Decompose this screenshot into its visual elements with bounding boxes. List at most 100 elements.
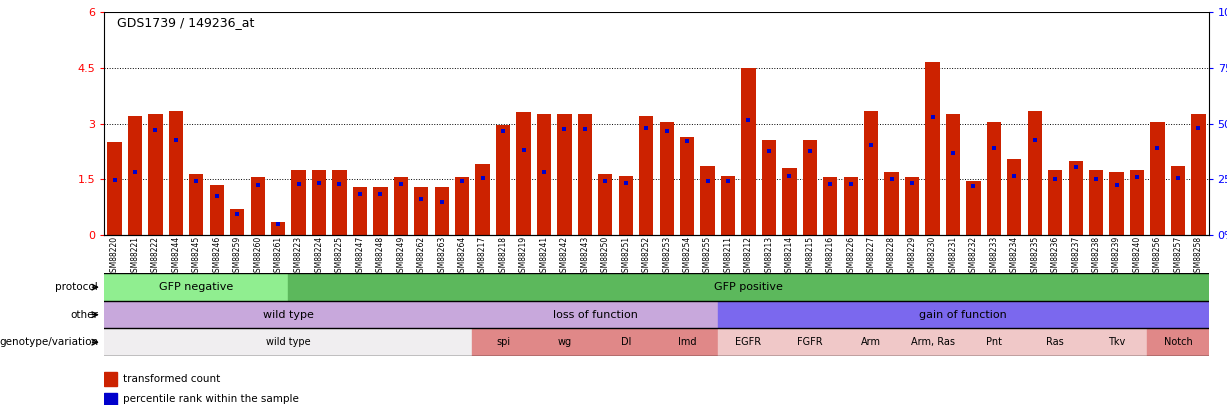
Bar (1027, 111, 1042, 235)
Bar (104, 301, 472, 328)
Text: spi: spi (496, 337, 510, 347)
Bar (659, 122, 674, 235)
Text: GSM88263: GSM88263 (437, 236, 447, 277)
Text: GSM88257: GSM88257 (1173, 236, 1183, 277)
Text: GSM88235: GSM88235 (1031, 236, 1039, 277)
Bar (720, 175, 735, 235)
Bar (557, 114, 572, 235)
Text: GSM88247: GSM88247 (356, 236, 364, 277)
Text: GSM88239: GSM88239 (1112, 236, 1121, 277)
Text: GSM88226: GSM88226 (847, 236, 855, 277)
Bar (107, 142, 121, 235)
Bar (925, 62, 940, 235)
Text: GSM88237: GSM88237 (1071, 236, 1080, 277)
Bar (840, 328, 902, 356)
Text: EGFR: EGFR (735, 337, 762, 347)
Bar (639, 116, 653, 235)
Bar (104, 328, 472, 356)
Bar (762, 140, 775, 235)
Text: GSM88227: GSM88227 (866, 236, 876, 277)
Bar (472, 328, 534, 356)
Text: Notch: Notch (1163, 337, 1193, 347)
Bar (656, 328, 718, 356)
Text: gain of function: gain of function (919, 310, 1007, 320)
Text: GSM88260: GSM88260 (253, 236, 263, 277)
Text: GSM88234: GSM88234 (1010, 236, 1018, 277)
Text: GSM88229: GSM88229 (908, 236, 917, 277)
Text: GSM88236: GSM88236 (1050, 236, 1060, 277)
Bar (987, 122, 1001, 235)
Text: GSM88211: GSM88211 (724, 236, 733, 277)
Bar (843, 177, 858, 235)
Text: GSM88221: GSM88221 (130, 236, 140, 277)
Text: GSM88216: GSM88216 (826, 236, 834, 277)
Text: GSM88258: GSM88258 (1194, 236, 1202, 277)
Text: FGFR: FGFR (798, 337, 822, 347)
Text: GFP negative: GFP negative (160, 282, 233, 292)
Text: Ras: Ras (1047, 337, 1064, 347)
Text: other: other (70, 310, 98, 320)
Bar (128, 116, 142, 235)
Text: GSM88222: GSM88222 (151, 236, 160, 277)
Text: GSM88253: GSM88253 (663, 236, 671, 277)
Text: GSM88223: GSM88223 (294, 236, 303, 277)
Text: genotype/variation: genotype/variation (0, 337, 98, 347)
Bar (680, 136, 694, 235)
Text: protocol: protocol (55, 282, 98, 292)
Text: GSM88244: GSM88244 (172, 236, 180, 277)
Bar (413, 187, 428, 235)
Bar (1048, 170, 1063, 235)
Bar (779, 328, 840, 356)
Text: loss of function: loss of function (552, 310, 638, 320)
Text: GSM88252: GSM88252 (642, 236, 650, 277)
Bar (782, 168, 796, 235)
Text: GSM88230: GSM88230 (928, 236, 937, 277)
Text: GFP positive: GFP positive (714, 282, 783, 292)
Bar (885, 172, 898, 235)
Text: GSM88264: GSM88264 (458, 236, 466, 277)
Bar (1007, 159, 1021, 235)
Bar (741, 68, 756, 235)
Bar (966, 181, 980, 235)
Bar (104, 372, 117, 386)
Text: GSM88232: GSM88232 (969, 236, 978, 277)
Bar (578, 114, 591, 235)
Text: GSM88251: GSM88251 (621, 236, 631, 277)
Bar (1086, 328, 1147, 356)
Text: GSM88225: GSM88225 (335, 236, 344, 277)
Bar (1191, 114, 1205, 235)
Bar (517, 113, 530, 235)
Text: wild type: wild type (263, 310, 314, 320)
Bar (434, 187, 449, 235)
Text: GSM88218: GSM88218 (498, 236, 508, 277)
Bar (1171, 166, 1185, 235)
Bar (864, 111, 879, 235)
Bar (902, 328, 963, 356)
Bar (802, 140, 817, 235)
Bar (1088, 170, 1103, 235)
Text: GSM88215: GSM88215 (805, 236, 815, 277)
Text: GSM88249: GSM88249 (396, 236, 405, 277)
Bar (312, 170, 326, 235)
Bar (1069, 161, 1082, 235)
Text: GSM88217: GSM88217 (479, 236, 487, 277)
Bar (1150, 122, 1164, 235)
Text: GSM88231: GSM88231 (948, 236, 957, 277)
Text: GSM88219: GSM88219 (519, 236, 528, 277)
Text: GSM88262: GSM88262 (417, 236, 426, 277)
Bar (534, 328, 595, 356)
Text: GSM88254: GSM88254 (682, 236, 692, 277)
Bar (496, 126, 510, 235)
Text: GSM88242: GSM88242 (560, 236, 569, 277)
Bar (394, 177, 407, 235)
Text: GSM88256: GSM88256 (1153, 236, 1162, 277)
Bar (104, 273, 288, 301)
Bar (472, 301, 718, 328)
Text: GDS1739 / 149236_at: GDS1739 / 149236_at (117, 16, 254, 29)
Bar (189, 174, 204, 235)
Bar (1147, 328, 1209, 356)
Text: GSM88246: GSM88246 (212, 236, 221, 277)
Bar (210, 185, 223, 235)
Text: GSM88248: GSM88248 (375, 236, 385, 277)
Bar (104, 393, 117, 405)
